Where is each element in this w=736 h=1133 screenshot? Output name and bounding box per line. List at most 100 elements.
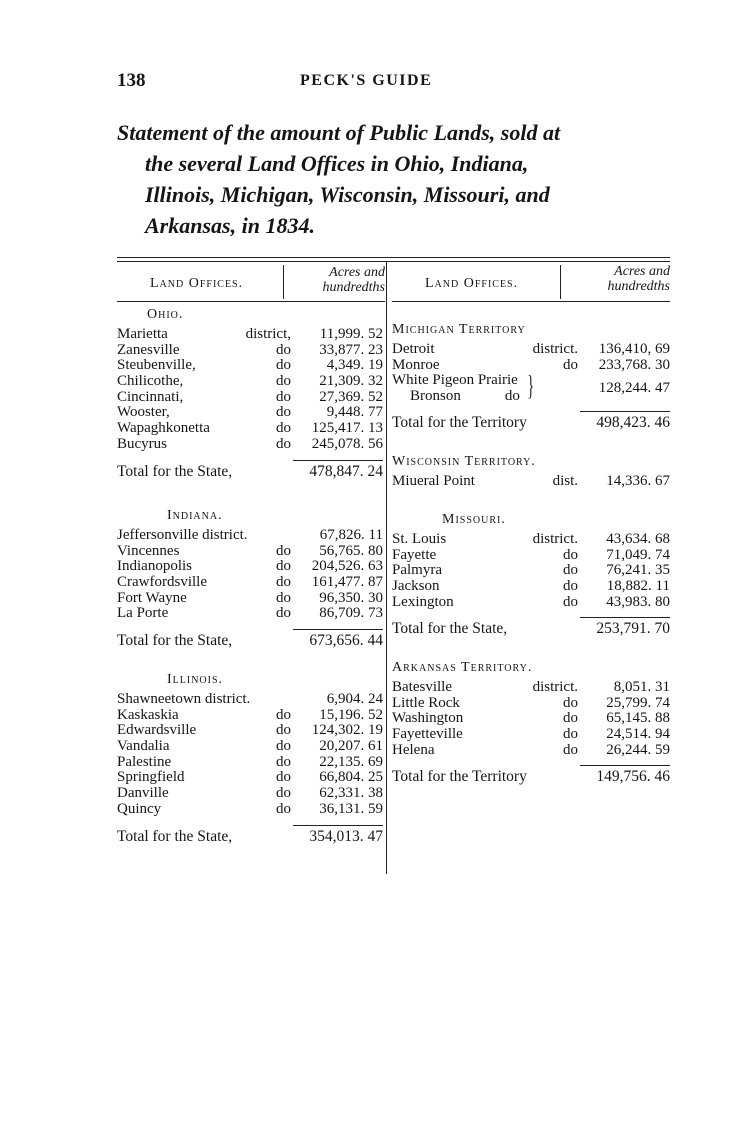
running-head: PECK'S GUIDE (300, 72, 433, 89)
row-value: 128,244. 47 (598, 380, 670, 397)
section-indiana: Indiana. Jeffersonville district. 67,826. … (117, 508, 383, 650)
table-row: Shawneetown district. 6,904. 24 (117, 691, 383, 708)
row-type: do (563, 356, 578, 373)
row-value: 86,709. 73 (319, 605, 383, 622)
row-name: Wapaghkonetta (117, 420, 210, 437)
row-name: Shawneetown district. (117, 691, 251, 707)
row-name: Quincy (117, 800, 162, 817)
section-ohio: Ohio. Marietta district, 11,999. 52 Zanesvil… (117, 307, 383, 481)
total-label: Total for the Territory (392, 414, 527, 432)
row-type: district. (532, 679, 578, 695)
row-name: Palmyra (392, 562, 442, 579)
total-label: Total for the State, (117, 632, 233, 650)
total-value: 253,791. 70 (596, 620, 670, 638)
header-acres-line1: Acres and (614, 264, 670, 279)
row-value: 15,196. 52 (319, 706, 383, 723)
table-row: Crawfordsville do 161,477. 87 (117, 574, 383, 591)
row-value: 62,331. 38 (319, 785, 383, 802)
row-name: Cincinnati, (117, 388, 184, 405)
row-value: 76,241. 35 (606, 562, 670, 579)
table-row: La Porte do 86,709. 73 (117, 606, 383, 622)
header-land-offices: Land Offices. (425, 276, 519, 291)
row-type (250, 692, 299, 708)
row-type: do (563, 546, 578, 563)
row-type: do (563, 726, 578, 743)
row-type: do (276, 357, 291, 374)
row-name: Helena (392, 741, 435, 758)
table-row: Indianopolis do 204,526. 63 (117, 559, 383, 575)
title-line: Arkansas, in 1834. (145, 213, 315, 238)
right-column: Michigan Territory Detroit district. 136,41… (392, 0, 670, 1133)
table-row: Vincennes do 56,765. 80 (117, 542, 383, 560)
row-type: do (276, 605, 291, 622)
header-bottom-rule (117, 301, 385, 302)
row-name: Jackson (392, 578, 440, 595)
row-value: 56,765. 80 (319, 542, 383, 559)
row-value: 18,882. 11 (606, 578, 670, 595)
table-row: Little Rock do 25,799. 74 (392, 694, 670, 712)
row-value: 25,799. 74 (606, 694, 670, 711)
table-row: Quincy do 36,131. 59 (117, 800, 383, 818)
header-divider (560, 265, 561, 299)
row-type: do (276, 404, 291, 421)
row-type: district, (245, 326, 291, 342)
table-row: Vandalia do 20,207. 61 (117, 738, 383, 755)
row-type: do (276, 388, 291, 405)
row-value: 26,244. 59 (606, 741, 670, 758)
row-value: 43,634. 68 (606, 531, 670, 547)
section-arkansas-territory: Arkansas Territory. Batesville district. 8,… (392, 660, 670, 786)
table-row: Wooster, do 9,448. 77 (117, 405, 383, 421)
row-type: do (276, 420, 291, 437)
left-column: Ohio. Marietta district, 11,999. 52 Zanesvil… (117, 0, 383, 1133)
table-row: Fayetteville do 24,514. 94 (392, 726, 670, 743)
header-acres-line2: hundredths (322, 280, 385, 295)
row-name: Fort Wayne (117, 589, 187, 606)
total-row: Total for the State, 478,847. 24 (117, 459, 383, 481)
row-names: White Pigeon Prairie Bronson do (392, 373, 520, 404)
section-heading: Michigan Territory (392, 322, 526, 337)
row-value: 14,336. 67 (606, 473, 670, 489)
section-michigan-territory: Michigan Territory Detroit district. 136,41… (392, 322, 670, 432)
table-row: Detroit district. 136,410, 69 (392, 341, 670, 358)
row-type: do (276, 769, 291, 786)
row-value: 6,904. 24 (326, 691, 383, 707)
row-type: do (276, 722, 291, 739)
table-row: White Pigeon Prairie Bronson do} 128,244. 4… (392, 373, 670, 404)
row-name: Little Rock (392, 694, 460, 711)
row-value: 36,131. 59 (319, 800, 383, 817)
row-value: 67,826. 11 (319, 527, 383, 543)
table-row: Steubenville, do 4,349. 19 (117, 358, 383, 374)
row-name: Palestine (117, 753, 172, 770)
header-land-offices: Land Offices. (150, 276, 244, 291)
header-acres: Acres and hundredths (286, 265, 385, 295)
table-row: Palmyra do 76,241. 35 (392, 563, 670, 579)
title-line: Statement of the amount of Public Lands,… (117, 120, 561, 145)
table-row: Cincinnati, do 27,369. 52 (117, 388, 383, 406)
row-name: White Pigeon Prairie (392, 372, 518, 389)
row-type: do (276, 706, 291, 723)
row-type: do (276, 558, 291, 575)
row-type: do (563, 593, 578, 610)
table-row: Danville do 62,331. 38 (117, 785, 383, 802)
table-row: Batesville district. 8,051. 31 (392, 679, 670, 696)
table-row: Zanesville do 33,877. 23 (117, 341, 383, 359)
row-type: do (276, 542, 291, 559)
total-value: 478,847. 24 (309, 462, 383, 480)
table-row: Marietta district, 11,999. 52 (117, 326, 383, 343)
section-heading: Indiana. (167, 508, 223, 523)
row-name: Detroit (392, 341, 435, 357)
row-name: Vandalia (117, 738, 170, 755)
page-number: 138 (117, 70, 146, 91)
row-value: 204,526. 63 (311, 558, 383, 575)
row-type: do (563, 562, 578, 579)
row-name: Zanesville (117, 341, 180, 358)
header-acres-line2: hundredths (607, 279, 670, 294)
row-value: 8,051. 31 (613, 679, 670, 695)
table-top-rule (117, 261, 670, 262)
total-row: Total for the Territory 149,756. 46 (392, 765, 670, 786)
total-label: Total for the State, (117, 827, 233, 845)
section-missouri: Missouri. St. Louis district. 43,634. 68 Fay… (392, 512, 670, 638)
row-value: 71,049. 74 (606, 546, 670, 563)
row-name: Bucyrus (117, 435, 167, 452)
row-type: do (276, 574, 291, 591)
